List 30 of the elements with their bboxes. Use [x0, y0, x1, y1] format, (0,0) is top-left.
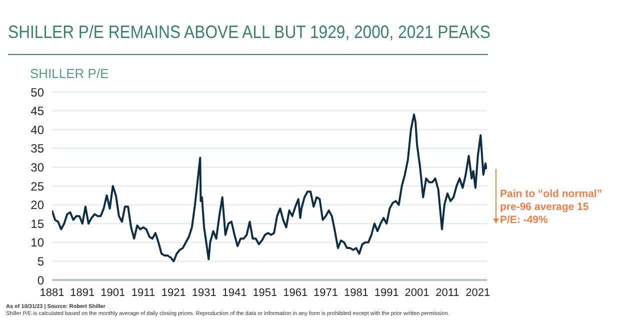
y-tick-label: 30 — [30, 160, 44, 174]
y-tick-label: 5 — [37, 254, 44, 268]
x-tick-label: 1881 — [40, 286, 64, 299]
x-tick-label: 1891 — [70, 286, 95, 299]
x-tick-label: 1901 — [100, 286, 126, 299]
y-tick-label: 45 — [30, 104, 44, 118]
x-tick-label: 2001 — [404, 286, 430, 299]
x-tick-label: 1911 — [131, 286, 156, 299]
chart-title: SHILLER P/E REMAINS ABOVE ALL BUT 1929, 2000, 2021 PEAKS — [8, 22, 490, 43]
y-tick-label: 25 — [30, 179, 44, 194]
y-tick-label: 50 — [30, 85, 44, 100]
x-tick-label: 2021 — [466, 286, 490, 299]
x-tick-label: 1991 — [374, 286, 399, 299]
x-tick-label: 1941 — [222, 286, 247, 299]
text: Pain to “old normal” pre-96 average 15 P/E: -49% — [500, 188, 604, 227]
x-tick-label: 1971 — [314, 286, 338, 299]
y-tick-label: 40 — [30, 122, 44, 137]
y-axis-title: SHILLER P/E — [30, 66, 109, 81]
y-tick-label: 10 — [30, 236, 44, 250]
x-tick-label: 1961 — [283, 286, 308, 299]
x-tick-label: 1931 — [192, 286, 216, 299]
line-series — [52, 114, 487, 262]
x-tick-label: 2011 — [436, 286, 460, 299]
y-tick-label: 0 — [37, 273, 44, 288]
y-tick-label: 35 — [30, 142, 44, 156]
x-tick-label: 1921 — [161, 286, 186, 299]
x-tick-label: 1951 — [252, 286, 278, 299]
y-tick-label: 20 — [30, 198, 44, 212]
y-tick-label: 15 — [30, 216, 44, 231]
x-tick-label: 1981 — [344, 286, 368, 299]
